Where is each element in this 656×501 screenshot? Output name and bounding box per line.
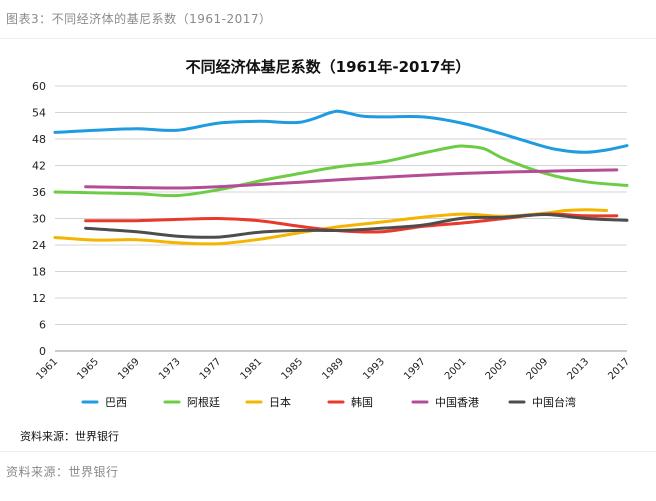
x-tick-label: 2005 xyxy=(484,356,510,382)
legend-label: 巴西 xyxy=(105,396,127,409)
legend-label: 阿根廷 xyxy=(187,395,220,409)
series-line-3 xyxy=(53,208,609,246)
y-tick-label: 24 xyxy=(32,239,46,252)
y-tick-label: 18 xyxy=(32,266,46,279)
x-tick-label: 1965 xyxy=(75,356,101,382)
x-tick-label: 2009 xyxy=(525,356,551,382)
x-tick-label: 2013 xyxy=(565,356,591,382)
series-line-1 xyxy=(53,109,629,154)
series-line-2 xyxy=(53,144,629,198)
y-tick-label: 0 xyxy=(39,345,46,358)
y-tick-label: 42 xyxy=(32,160,46,173)
legend-label: 中国香港 xyxy=(435,396,479,409)
x-tick-label: 1961 xyxy=(34,356,60,382)
footer-source-note: 资料来源：世界银行 xyxy=(6,465,119,479)
x-tick-label: 1993 xyxy=(361,356,387,382)
chart-source-note: 资料来源：世界银行 xyxy=(20,430,119,443)
x-tick-label: 2001 xyxy=(443,356,469,382)
x-tick-label: 1977 xyxy=(198,356,224,382)
y-tick-label: 6 xyxy=(39,319,46,332)
x-tick-label: 1981 xyxy=(239,356,265,382)
y-tick-label: 54 xyxy=(32,107,46,120)
x-tick-label: 1997 xyxy=(402,356,428,382)
x-tick-label: 1973 xyxy=(157,356,183,382)
series-line-5 xyxy=(84,168,619,190)
y-tick-label: 30 xyxy=(32,213,46,226)
x-tick-label: 1985 xyxy=(279,356,305,382)
y-tick-label: 36 xyxy=(32,186,46,199)
y-tick-label: 12 xyxy=(32,292,46,305)
series-line-6 xyxy=(84,212,629,239)
y-tick-label: 48 xyxy=(32,133,46,146)
x-tick-label: 1969 xyxy=(116,356,142,382)
legend-label: 中国台湾 xyxy=(532,395,576,409)
chart-title: 不同经济体基尼系数（1961年-2017年） xyxy=(185,58,471,76)
legend-label: 韩国 xyxy=(351,395,373,409)
x-tick-label: 2017 xyxy=(606,356,632,382)
x-tick-label: 1989 xyxy=(320,356,346,382)
y-tick-label: 60 xyxy=(32,80,46,93)
figure-caption: 图表3：不同经济体的基尼系数（1961-2017） xyxy=(6,12,272,26)
legend-label: 日本 xyxy=(269,395,291,409)
